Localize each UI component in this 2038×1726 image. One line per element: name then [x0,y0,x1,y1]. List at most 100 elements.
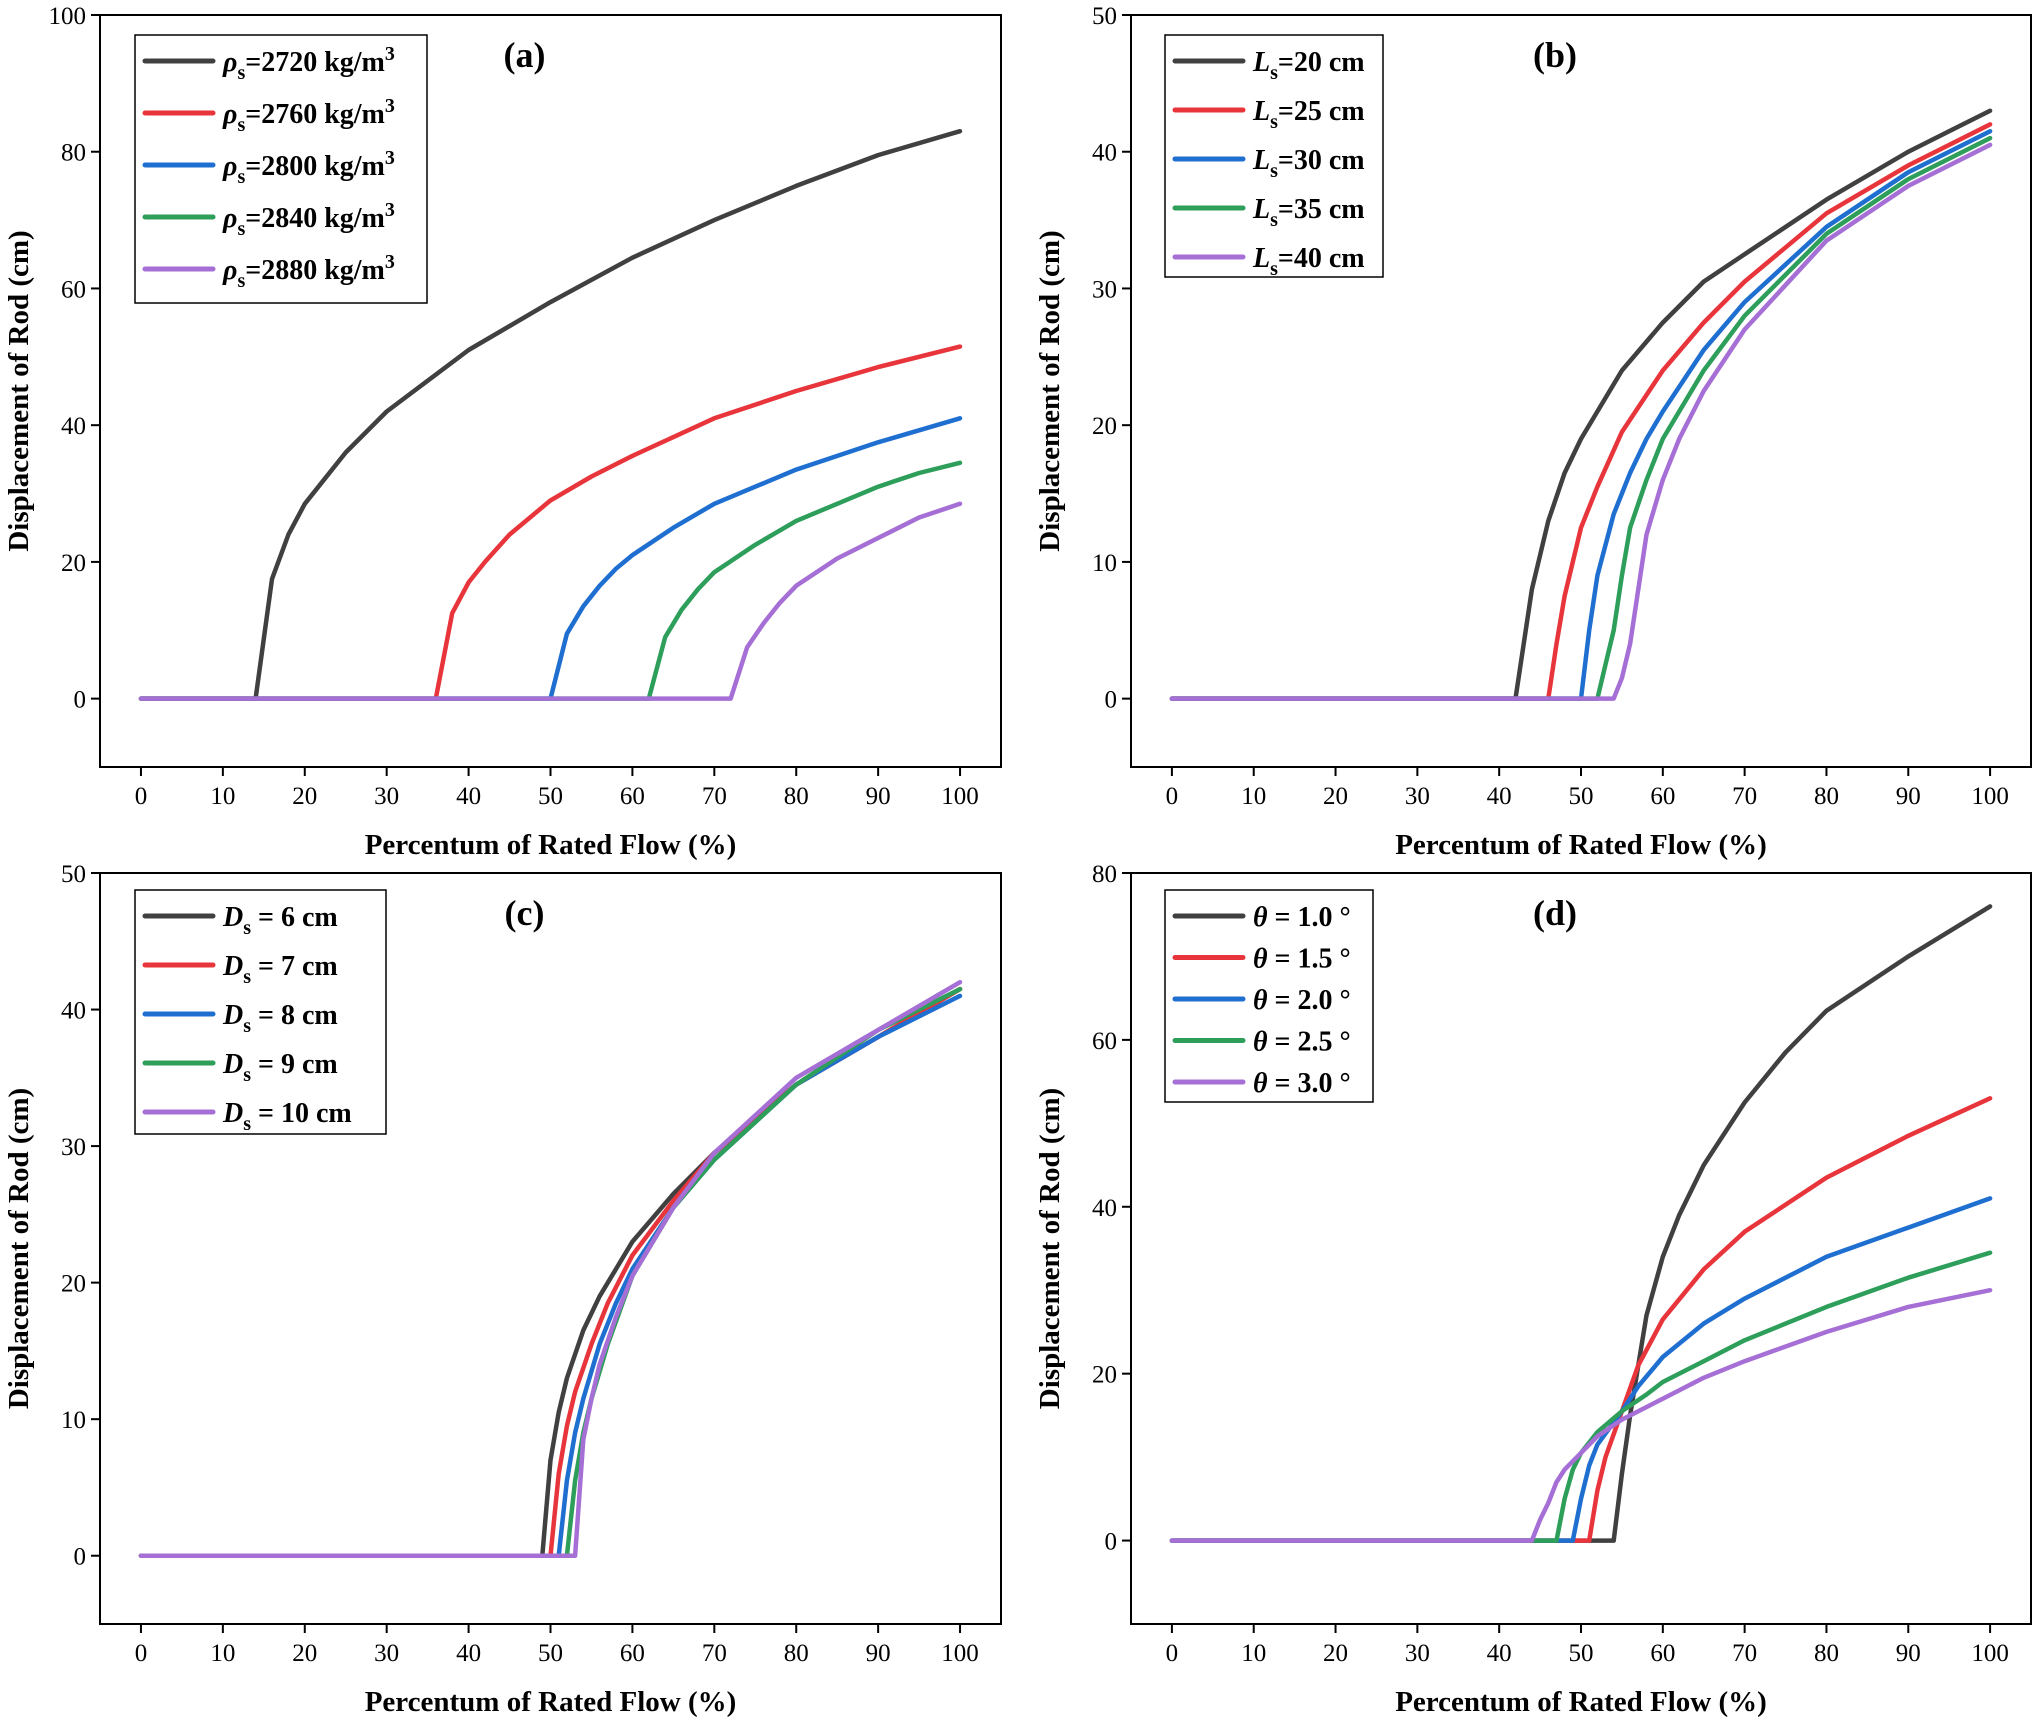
legend-entry: Ls=35 cm [1252,194,1365,231]
x-tick-label: 60 [1650,783,1675,810]
y-tick-label: 0 [74,687,87,714]
x-tick-label: 70 [1732,783,1757,810]
x-tick-label: 30 [374,783,399,810]
y-tick-label: 0 [1105,687,1118,714]
x-tick-label: 40 [1487,1640,1512,1667]
x-tick-label: 70 [1732,1640,1757,1667]
y-axis-title: Displacement of Rod (cm) [3,1088,35,1409]
series-line-5 [138,501,963,701]
x-tick-label: 50 [1569,783,1594,810]
x-tick-label: 20 [292,1640,317,1667]
legend-symbol: θ [1253,944,1268,975]
legend-symbol: D [222,951,243,982]
legend-symbol: ρ [222,47,237,78]
legend-entry: ρs=2840 kg/m3 [222,199,395,240]
x-tick-label: 80 [784,1640,809,1667]
series-line-3 [138,416,963,701]
legend-text-rest: = 10 cm [251,1098,352,1129]
panel-label: (b) [1533,35,1577,75]
chart-panel-b: 0 10 20 30 40 50 60 70 80 90 100 0 10 20 30 40 50 Percent… [1034,3,2032,861]
legend-entry: Ls=25 cm [1252,96,1365,133]
legend-symbol: D [222,1049,243,1080]
legend-symbol: θ [1253,985,1268,1016]
x-tick-label: 90 [1896,783,1921,810]
legend-symbol: ρ [222,255,237,286]
legend-text-rest: =35 cm [1278,194,1365,225]
x-tick-label: 80 [1814,1640,1839,1667]
series-line-5 [138,979,963,1558]
series-line-4 [1169,1250,1993,1543]
x-tick-label: 50 [1569,1640,1594,1667]
legend-text-rest: = 1.5 ° [1268,944,1351,975]
legend-superscript: 3 [385,147,395,169]
legend-text-rest: =2720 kg/m [245,47,385,78]
x-tick-label: 80 [784,783,809,810]
x-tick-label: 10 [1241,783,1266,810]
legend-symbol: L [1252,194,1270,225]
panel-label: (c) [505,893,545,933]
legend-entry: θ = 1.5 ° [1253,944,1351,975]
legend-box [134,34,428,304]
x-tick-label: 100 [1971,783,2009,810]
legend-text-rest: = 6 cm [251,902,338,933]
y-axis-title: Displacement of Rod (cm) [3,230,35,551]
legend-symbol: L [1252,96,1270,127]
legend-symbol: L [1252,243,1270,274]
legend-entry: Ds = 6 cm [222,902,338,939]
chart-panel-c: 0 10 20 30 40 50 60 70 80 90 100 0 10 20 30 40 50 Percent… [3,861,1002,1718]
legend-box [1164,34,1384,278]
panel-label: (a) [504,35,546,75]
y-tick-label: 40 [61,998,86,1025]
series-line-5 [1169,142,1993,701]
y-tick-label: 10 [61,1407,86,1434]
legend-entry: Ls=20 cm [1252,47,1365,84]
x-axis-title: Percentum of Rated Flow (%) [1395,829,1767,861]
y-tick-label: 60 [1092,1028,1117,1055]
y-tick-label: 50 [61,861,86,888]
series-line-1 [1169,108,1993,701]
y-tick-label: 10 [1092,550,1117,577]
legend-text-rest: = 7 cm [251,951,338,982]
legend-entry: θ = 2.5 ° [1253,1027,1351,1058]
x-tick-label: 90 [866,1640,891,1667]
x-tick-label: 90 [866,783,891,810]
legend-subscript: s [1270,111,1278,133]
y-tick-label: 20 [61,550,86,577]
y-axis-title: Displacement of Rod (cm) [1034,230,1066,551]
legend-text-rest: =40 cm [1278,243,1365,274]
legend-text-rest: = 2.5 ° [1268,1027,1351,1058]
legend-subscript: s [237,62,245,84]
legend-text-rest: =2880 kg/m [245,255,385,286]
x-tick-label: 10 [210,1640,235,1667]
legend-symbol: θ [1253,902,1268,933]
legend-subscript: s [1270,209,1278,231]
legend-entry: ρs=2800 kg/m3 [222,147,395,188]
legend-text-rest: = 3.0 ° [1268,1068,1351,1099]
series-line-3 [1169,128,1993,701]
x-tick-label: 100 [941,1640,979,1667]
x-tick-label: 40 [1487,783,1512,810]
y-tick-label: 100 [49,3,87,30]
legend-subscript: s [237,166,245,188]
legend-entry: θ = 2.0 ° [1253,985,1351,1016]
legend-text-rest: =2760 kg/m [245,99,385,130]
legend-entry: Ds = 10 cm [222,1098,352,1135]
legend-superscript: 3 [385,95,395,117]
y-tick-label: 60 [61,276,86,303]
y-tick-label: 30 [1092,276,1117,303]
x-tick-label: 20 [1323,1640,1348,1667]
x-tick-label: 70 [702,1640,727,1667]
x-tick-label: 100 [941,783,979,810]
y-tick-label: 40 [61,413,86,440]
legend-symbol: L [1252,47,1270,78]
x-tick-label: 60 [620,1640,645,1667]
legend-subscript: s [1270,62,1278,84]
y-tick-label: 80 [61,140,86,167]
chart-panel-d: 0 10 20 30 40 50 60 70 80 90 100 0 20 40 60 80 Percentum… [1034,861,2032,1718]
legend-subscript: s [243,1064,251,1086]
x-tick-label: 10 [210,783,235,810]
legend-entry: Ds = 7 cm [222,951,338,988]
x-tick-label: 60 [620,783,645,810]
